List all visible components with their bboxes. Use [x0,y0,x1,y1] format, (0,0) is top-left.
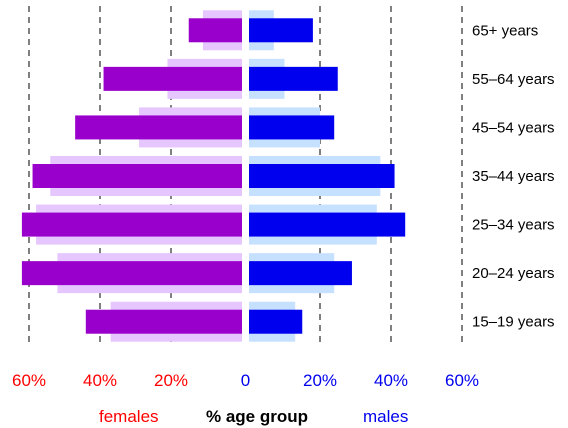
bar-female-5 [21,261,243,286]
bars [21,10,406,342]
bar-male-0 [249,18,313,43]
category-label-4: 25–34 years [472,217,555,234]
category-label-3: 35–44 years [472,168,555,185]
legend-males-label: males [363,407,408,426]
x-tick-right-2: 60% [445,371,479,390]
x-tick-left-1: 40% [83,371,117,390]
labels: 65+ years 55–64 years 45–54 years 35–44 yea… [12,22,555,390]
bar-male-4 [249,212,406,237]
x-tick-left-0: 60% [12,371,46,390]
x-tick-right-0: 20% [303,371,337,390]
bar-female-6 [85,309,242,334]
bar-female-0 [188,18,242,43]
bar-female-1 [103,66,242,91]
x-tick-right-1: 40% [374,371,408,390]
bar-male-5 [249,261,352,286]
bar-male-1 [249,66,338,91]
bar-female-3 [32,164,242,188]
category-label-5: 20–24 years [472,265,555,282]
bar-male-2 [249,115,335,140]
bar-female-2 [75,115,243,140]
category-label-6: 15–19 years [472,314,555,331]
bar-female-4 [21,212,243,237]
category-label-2: 45–54 years [472,119,555,136]
legend-females-label: females [99,407,159,426]
category-label-0: 65+ years [472,22,538,39]
x-tick-left-3: 0 [241,371,250,390]
bar-male-3 [249,164,395,188]
legend-axis-title: % age group [206,407,308,426]
x-tick-left-2: 20% [154,371,188,390]
category-label-1: 55–64 years [472,71,555,88]
legend: females % age group males [99,407,408,426]
bar-male-6 [249,309,303,334]
